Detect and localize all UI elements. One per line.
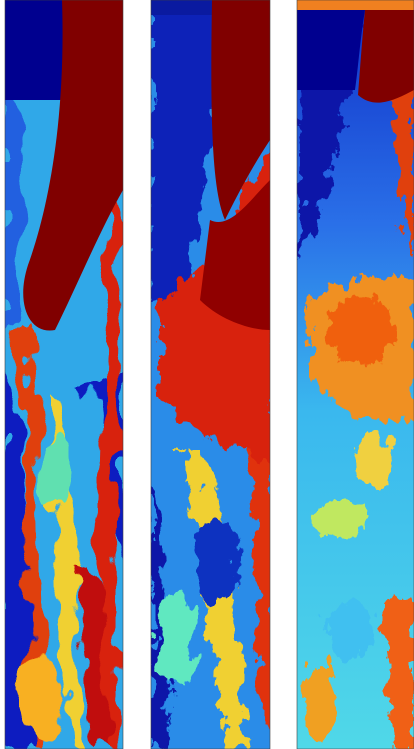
top-region (297, 10, 365, 90)
blob (310, 502, 370, 538)
top-region (297, 0, 414, 10)
blob (155, 590, 195, 690)
simulation-figure (0, 0, 414, 749)
page (0, 0, 414, 749)
blob (325, 600, 375, 660)
blob (18, 660, 62, 740)
panel (150, 0, 275, 749)
blob (355, 432, 395, 488)
blob (42, 440, 78, 500)
panel (0, 0, 125, 749)
plume (358, 10, 414, 103)
blob (305, 660, 335, 740)
blob (193, 520, 237, 600)
blob (325, 295, 395, 365)
panel (297, 0, 414, 749)
